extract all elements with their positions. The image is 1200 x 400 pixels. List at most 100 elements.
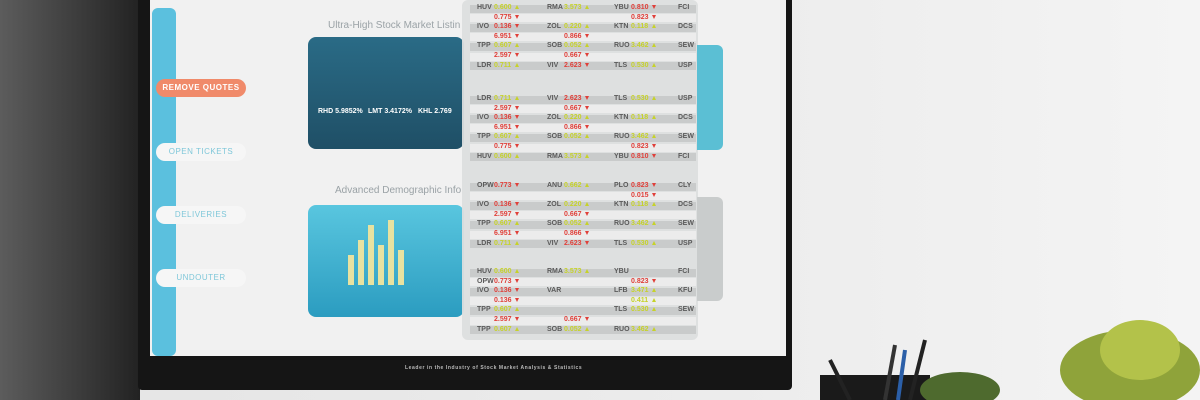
ticker-value: 2.597 (494, 104, 512, 112)
ticker-symbol: FCI (678, 268, 690, 275)
ticker-arrow (652, 144, 656, 148)
ticker-value: 0.667 (564, 316, 582, 323)
ticker-symbol: SEW (678, 133, 694, 141)
ticker-arrow (515, 240, 519, 245)
ticker-symbol: FCI (678, 4, 690, 11)
ticker-value: 0.220 (564, 114, 582, 122)
ticker-arrow (652, 297, 656, 302)
ticker-value: 0.136 (494, 114, 512, 122)
ticker-arrow (515, 124, 519, 129)
ticker-value: 0.530 (631, 95, 649, 102)
ticker-value: 6.951 (494, 230, 512, 237)
ticker-symbol: PLO (614, 182, 629, 189)
ticker-arrow (515, 326, 519, 331)
ticker-arrow (652, 5, 656, 9)
ticker-arrow (515, 53, 519, 57)
ticker-arrow (515, 153, 519, 158)
ticker-symbol: RUO (614, 325, 630, 333)
ticker-value: 0.810 (631, 4, 649, 11)
ticker-arrow (652, 202, 656, 207)
ticker-arrow (652, 24, 656, 29)
ticker-value: 0.823 (631, 143, 649, 150)
ticker-arrow (585, 240, 589, 245)
ticker-symbol: TPP (477, 220, 491, 228)
ticker-value: 0.823 (631, 277, 649, 285)
ticker-symbol: SEW (678, 220, 694, 228)
ticker-arrow (515, 14, 519, 19)
ticker-arrow (585, 134, 589, 139)
ticker-symbol: YBU (614, 152, 629, 160)
ticker-arrow (652, 288, 656, 293)
ticker-symbol: TLS (614, 239, 628, 247)
ticker-value: 3.462 (631, 220, 649, 228)
ticker-arrow (515, 33, 519, 38)
section-title: Advanced Demographic Info (335, 185, 462, 196)
thumbnail (308, 37, 464, 149)
sidebar-button[interactable]: DELIVERIES (156, 206, 246, 224)
ticker-arrow (515, 43, 519, 48)
ticker-value: 0.600 (494, 268, 512, 275)
ticker-arrow (652, 96, 656, 100)
ticker-arrow (652, 14, 656, 19)
ticker-value: 0.711 (494, 239, 512, 247)
ticker-arrow (515, 105, 519, 110)
ticker-symbol: RMA (547, 268, 563, 275)
ticker-symbol: CLY (678, 182, 692, 189)
ticker-value: 3.573 (564, 152, 582, 160)
ticker-arrow (515, 134, 519, 139)
ticker-value: 3.471 (631, 287, 649, 295)
ticker-value: 0.775 (494, 13, 512, 21)
ticker-arrow (515, 183, 519, 187)
ticker-arrow (515, 115, 519, 120)
ticker-arrow (515, 5, 519, 9)
ticker-row (470, 124, 696, 133)
ticker-symbol: FCI (678, 152, 690, 160)
ticker-value: 2.597 (494, 316, 512, 323)
ticker-arrow (585, 269, 589, 273)
ticker-arrow (652, 307, 656, 312)
ticker-arrow (585, 53, 589, 57)
ticker-value: 0.773 (494, 277, 512, 285)
ticker-value: 0.823 (631, 182, 649, 189)
ticker-symbol: YBU (614, 4, 629, 11)
ticker-symbol: ZOL (547, 201, 561, 209)
ticker-row (470, 95, 696, 104)
ticker-value: 0.711 (494, 61, 512, 69)
ticker-value: 0.773 (494, 182, 512, 189)
ticker-value: 3.462 (631, 325, 649, 333)
ticker-value: 0.015 (631, 191, 649, 199)
ticker-value: 0.530 (631, 306, 649, 314)
ticker-arrow (585, 33, 589, 38)
sidebar-button[interactable]: OPEN TICKETS (156, 143, 246, 161)
ticker-symbol: DCS (678, 201, 693, 209)
ticker-value: 0.136 (494, 23, 512, 31)
strip-text: RHD 5.9852% (318, 108, 363, 115)
ticker-value: 0.052 (564, 220, 582, 228)
sidebar (152, 8, 176, 356)
ticker-value: 0.866 (564, 32, 582, 40)
ticker-value: 0.052 (564, 325, 582, 333)
ticker-symbol: SOB (547, 325, 563, 333)
ticker-arrow (515, 231, 519, 235)
ticker-row (470, 153, 696, 162)
ticker-row (470, 297, 696, 306)
ticker-value: 2.623 (564, 239, 582, 247)
ticker-arrow (652, 115, 656, 120)
ticker-value: 0.667 (564, 52, 582, 59)
ticker-value: 0.607 (494, 42, 512, 50)
ticker-row (470, 201, 696, 210)
ticker-arrow (652, 278, 656, 283)
ticker-value: 0.118 (631, 114, 649, 122)
ticker-arrow (515, 278, 519, 283)
sidebar-button[interactable]: UNDOUTER (156, 269, 246, 287)
ticker-arrow (515, 96, 519, 100)
ticker-value: 2.597 (494, 52, 512, 59)
ticker-value: 0.136 (494, 287, 512, 295)
ticker-symbol: VAR (547, 287, 562, 295)
ticker-value: 0.530 (631, 61, 649, 69)
desk-objects (820, 320, 1200, 400)
sidebar-button[interactable]: REMOVE QUOTES (156, 79, 246, 97)
ticker-arrow (652, 183, 656, 187)
ticker-arrow (652, 192, 656, 197)
ticker-value: 6.951 (494, 123, 512, 131)
